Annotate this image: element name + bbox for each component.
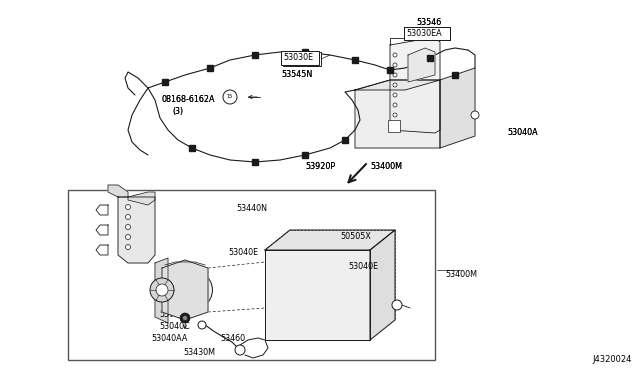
Bar xyxy=(452,72,458,78)
Circle shape xyxy=(393,93,397,97)
Text: 53546: 53546 xyxy=(416,18,441,27)
Text: 08168-6162A: 08168-6162A xyxy=(162,95,216,104)
Circle shape xyxy=(392,300,402,310)
Bar xyxy=(342,137,348,143)
Polygon shape xyxy=(265,230,395,250)
Bar xyxy=(404,27,450,40)
Ellipse shape xyxy=(157,267,212,312)
Text: 53030E: 53030E xyxy=(281,57,311,66)
Bar xyxy=(162,79,168,85)
Text: 53430M: 53430M xyxy=(183,348,215,357)
Bar xyxy=(281,51,319,65)
Text: J4320024: J4320024 xyxy=(593,355,632,364)
Text: 53545N: 53545N xyxy=(281,70,312,79)
Text: 53400M: 53400M xyxy=(370,162,402,171)
Polygon shape xyxy=(440,68,475,148)
Bar xyxy=(388,120,400,132)
Bar xyxy=(352,57,358,63)
Text: 53030EA: 53030EA xyxy=(406,29,442,38)
Text: 15: 15 xyxy=(227,94,233,99)
Bar xyxy=(283,52,321,66)
Text: (3): (3) xyxy=(172,107,183,116)
Text: 53040Q: 53040Q xyxy=(159,310,191,319)
Bar xyxy=(427,55,433,61)
Circle shape xyxy=(223,90,237,104)
Circle shape xyxy=(393,113,397,117)
Text: 53440N: 53440N xyxy=(236,204,267,213)
Circle shape xyxy=(125,224,131,230)
Circle shape xyxy=(471,111,479,119)
Bar xyxy=(68,190,435,360)
Polygon shape xyxy=(108,185,128,197)
Circle shape xyxy=(156,284,168,296)
Text: 53040A: 53040A xyxy=(507,128,538,137)
Polygon shape xyxy=(118,197,155,263)
Text: 53030E: 53030E xyxy=(285,56,312,62)
Circle shape xyxy=(180,313,190,323)
Polygon shape xyxy=(355,80,440,90)
Bar xyxy=(387,67,393,73)
Polygon shape xyxy=(128,192,155,205)
Text: (3): (3) xyxy=(172,107,183,116)
Circle shape xyxy=(125,205,131,209)
Polygon shape xyxy=(155,258,168,323)
Text: 53460: 53460 xyxy=(220,334,245,343)
Circle shape xyxy=(150,278,174,302)
Circle shape xyxy=(393,63,397,67)
Text: 53920P: 53920P xyxy=(305,162,335,171)
Text: 53040C: 53040C xyxy=(159,322,189,331)
Text: 53040E: 53040E xyxy=(348,262,378,271)
Circle shape xyxy=(198,321,206,329)
Text: 53040A: 53040A xyxy=(507,128,538,137)
Circle shape xyxy=(125,244,131,250)
Bar xyxy=(302,49,308,55)
Text: 53040E: 53040E xyxy=(228,248,258,257)
Circle shape xyxy=(393,83,397,87)
Text: 53030EA: 53030EA xyxy=(406,30,442,39)
Bar xyxy=(252,159,258,165)
Text: 08168-6162A: 08168-6162A xyxy=(162,95,216,104)
Polygon shape xyxy=(370,230,395,340)
Circle shape xyxy=(235,345,245,355)
Text: 53400M: 53400M xyxy=(370,162,402,171)
Polygon shape xyxy=(408,48,435,82)
Circle shape xyxy=(393,53,397,57)
Circle shape xyxy=(125,215,131,219)
Polygon shape xyxy=(265,250,370,340)
Text: 53030E: 53030E xyxy=(283,54,313,62)
Polygon shape xyxy=(162,260,208,320)
Circle shape xyxy=(125,234,131,240)
Bar xyxy=(189,145,195,151)
Text: 53030EA: 53030EA xyxy=(406,30,442,39)
Circle shape xyxy=(182,315,188,321)
Circle shape xyxy=(393,103,397,107)
Bar xyxy=(302,152,308,158)
Circle shape xyxy=(393,73,397,77)
Text: 53920P: 53920P xyxy=(305,162,335,171)
Text: 53546: 53546 xyxy=(416,18,441,27)
Polygon shape xyxy=(390,38,440,133)
Polygon shape xyxy=(355,80,440,148)
Text: 53545N: 53545N xyxy=(281,70,312,79)
Bar xyxy=(252,52,258,58)
Text: 50505X: 50505X xyxy=(340,232,371,241)
Bar xyxy=(404,27,450,40)
Text: 53040AA: 53040AA xyxy=(151,334,188,343)
Text: 53400M: 53400M xyxy=(445,270,477,279)
Text: 53030E: 53030E xyxy=(281,57,311,66)
Bar xyxy=(207,65,213,71)
